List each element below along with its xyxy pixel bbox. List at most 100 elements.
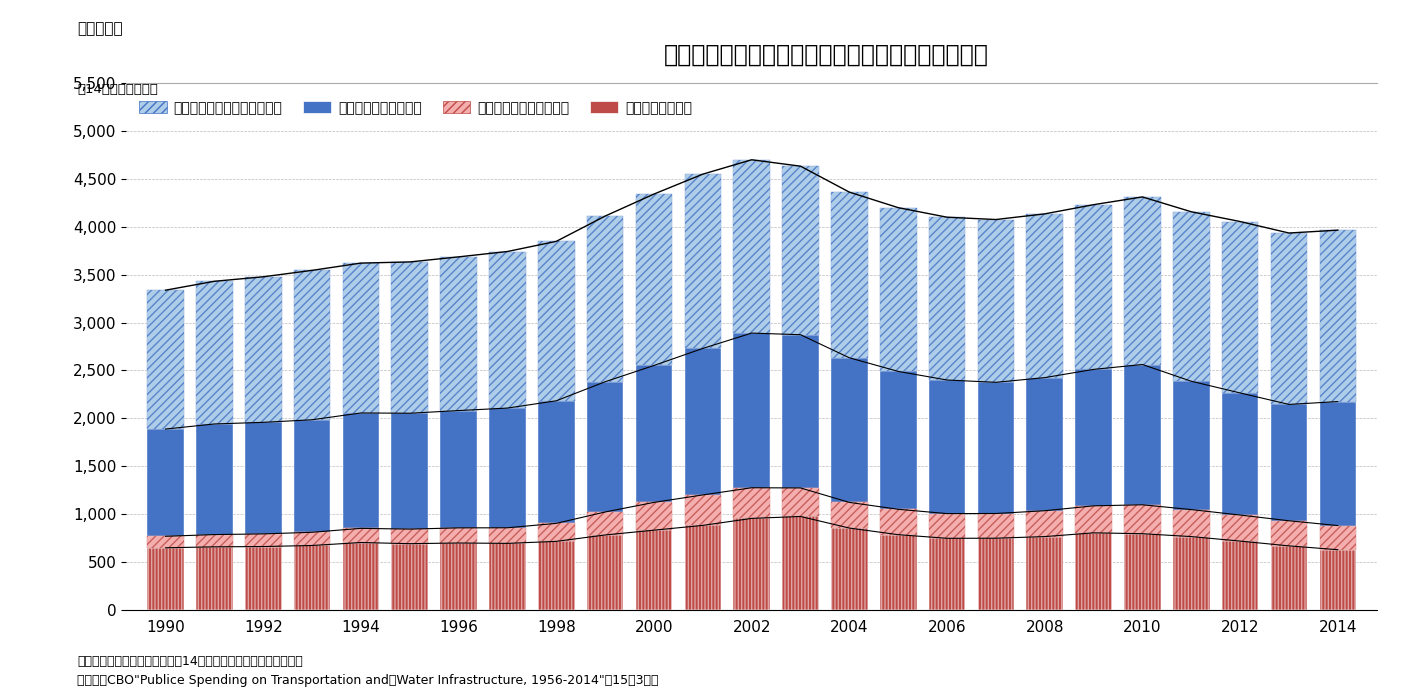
Bar (929, 380, 965, 514)
Bar (1124, 534, 1161, 610)
Bar (830, 528, 868, 610)
Bar (880, 371, 916, 509)
Bar (1173, 509, 1210, 536)
Bar (343, 528, 379, 543)
Bar (343, 528, 379, 543)
Bar (733, 488, 770, 518)
Bar (830, 528, 868, 610)
Bar (1173, 212, 1210, 381)
Bar (1222, 222, 1259, 393)
Bar (244, 277, 281, 422)
Bar (1075, 506, 1111, 533)
Bar (929, 217, 965, 380)
Bar (1124, 534, 1161, 610)
Bar (294, 545, 330, 610)
Bar (1173, 212, 1210, 381)
Bar (197, 424, 233, 534)
Bar (880, 509, 916, 535)
Bar (294, 270, 330, 420)
Bar (783, 488, 819, 516)
Bar (929, 538, 965, 610)
Bar (294, 532, 330, 545)
Bar (783, 516, 819, 610)
Bar (733, 518, 770, 610)
Bar (197, 281, 233, 424)
Bar (587, 535, 624, 610)
Bar (440, 543, 476, 610)
Bar (148, 429, 184, 536)
Bar (733, 333, 770, 488)
Bar (197, 534, 233, 547)
Bar (830, 358, 868, 502)
Bar (197, 547, 233, 610)
Bar (1222, 222, 1259, 393)
Bar (1027, 378, 1064, 511)
Bar (978, 538, 1014, 610)
Bar (1319, 230, 1356, 401)
Bar (635, 194, 673, 365)
Bar (1027, 214, 1064, 378)
Bar (1222, 541, 1259, 610)
Bar (489, 408, 525, 528)
Bar (1027, 511, 1064, 536)
Bar (1270, 233, 1307, 405)
Bar (1124, 365, 1161, 505)
Bar (733, 160, 770, 333)
Bar (392, 544, 429, 610)
Bar (489, 528, 525, 543)
Bar (733, 488, 770, 518)
Bar (244, 422, 281, 534)
Bar (343, 263, 379, 413)
Bar (783, 166, 819, 335)
Bar (440, 528, 476, 543)
Bar (392, 262, 429, 413)
Bar (978, 538, 1014, 610)
Bar (1222, 515, 1259, 541)
Bar (1319, 230, 1356, 401)
Bar (929, 217, 965, 380)
Bar (733, 160, 770, 333)
Bar (244, 547, 281, 610)
Bar (783, 488, 819, 516)
Text: （注）インフラ関連価格調整、14年基準実質ベース。年度データ: （注）インフラ関連価格調整、14年基準実質ベース。年度データ (77, 655, 303, 668)
Bar (880, 208, 916, 371)
Bar (538, 523, 575, 541)
Bar (783, 166, 819, 335)
Bar (1270, 520, 1307, 546)
Bar (635, 530, 673, 610)
Bar (929, 514, 965, 538)
Bar (440, 543, 476, 610)
Bar (1075, 204, 1111, 369)
Bar (392, 413, 429, 529)
Bar (343, 413, 379, 528)
Bar (1319, 550, 1356, 610)
Bar (830, 502, 868, 528)
Bar (148, 290, 184, 429)
Bar (587, 216, 624, 382)
Bar (294, 270, 330, 420)
Bar (197, 547, 233, 610)
Bar (880, 535, 916, 610)
Bar (978, 220, 1014, 383)
Bar (1124, 505, 1161, 534)
Bar (635, 530, 673, 610)
Bar (148, 536, 184, 547)
Bar (684, 349, 721, 495)
Legend: 州・地方政府（維持・管理）, 州・地方政府（資本）, 連邦政府（維持・管理）, 連邦政府（資本）: 州・地方政府（維持・管理）, 州・地方政府（資本）, 連邦政府（維持・管理）, … (133, 96, 698, 121)
Bar (392, 529, 429, 544)
Bar (684, 495, 721, 525)
Bar (830, 192, 868, 358)
Bar (1222, 541, 1259, 610)
Bar (978, 383, 1014, 514)
Bar (294, 545, 330, 610)
Bar (1173, 536, 1210, 610)
Bar (538, 541, 575, 610)
Bar (684, 174, 721, 349)
Bar (489, 252, 525, 408)
Bar (489, 252, 525, 408)
Bar (1319, 550, 1356, 610)
Bar (392, 544, 429, 610)
Bar (684, 525, 721, 610)
Bar (1319, 401, 1356, 525)
Bar (587, 216, 624, 382)
